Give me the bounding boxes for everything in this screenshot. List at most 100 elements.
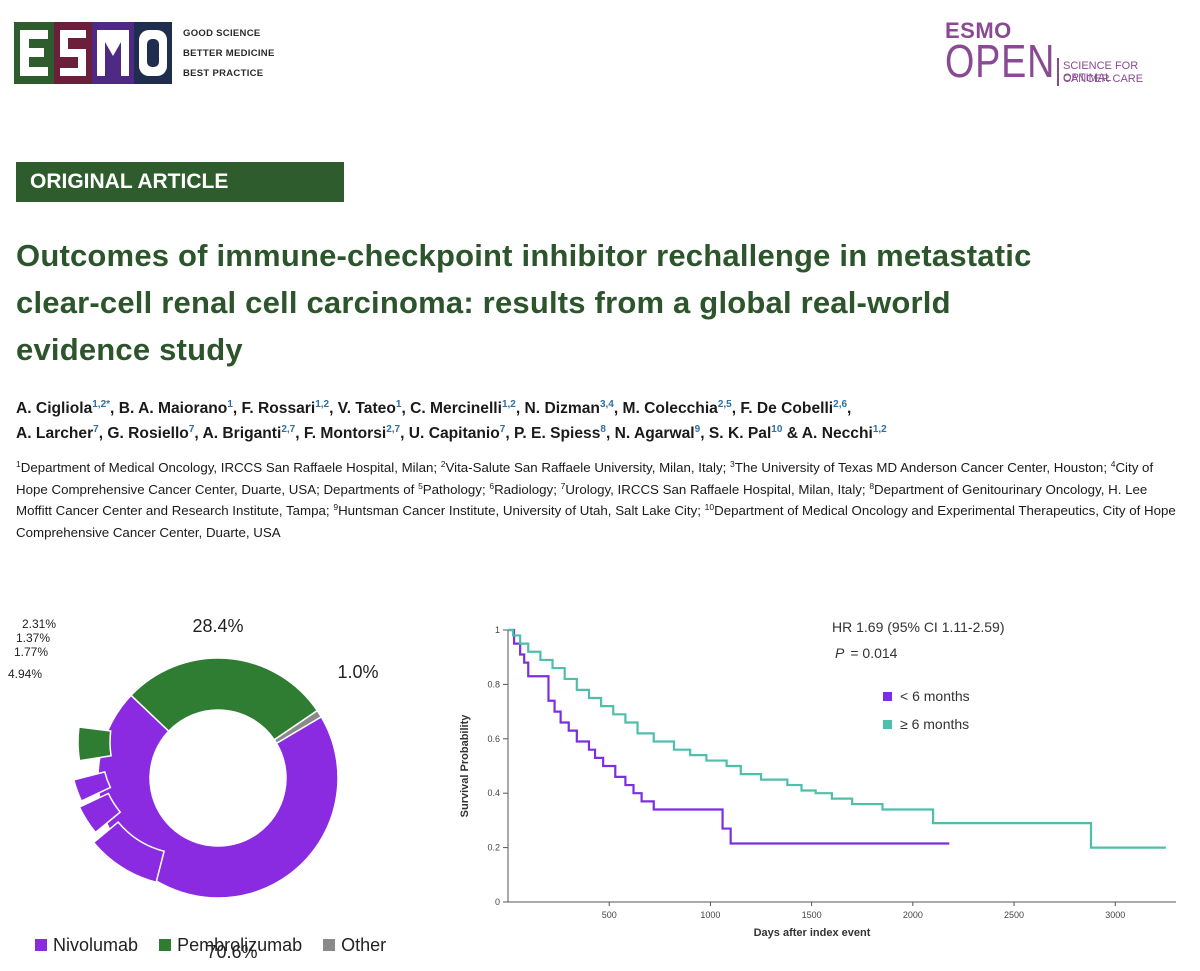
- affiliation-number: 2: [440, 459, 446, 469]
- title-line-3: evidence study: [16, 332, 243, 367]
- author-affiliation-ref: 1: [227, 399, 233, 410]
- affiliation-text: Huntsman Cancer Institute, University of…: [338, 503, 705, 518]
- affiliation-text: Department of Genitourinary Oncology, H.…: [16, 481, 1148, 519]
- x-tick-label: 500: [602, 910, 617, 920]
- exploded-slice: [78, 792, 122, 834]
- exploded-slice: [72, 770, 112, 803]
- author-affiliation-ref: 2,7: [386, 424, 401, 435]
- exploded-slice-label: 1.37%: [16, 631, 50, 645]
- affiliation-list: 1Department of Medical Oncology, IRCCS S…: [16, 457, 1186, 543]
- km-legend-swatch: [883, 692, 892, 701]
- author-affiliation-ref: 1,2*: [92, 399, 111, 410]
- y-tick-label: 0.4: [487, 788, 500, 798]
- legend-other: Other: [341, 935, 387, 955]
- x-tick-label: 2500: [1004, 910, 1024, 920]
- affiliation-text: Department of Medical Oncology and Exper…: [16, 503, 1176, 540]
- journal-logo-main: OPEN: [945, 35, 1056, 87]
- author-name: F. Rossari: [241, 400, 316, 417]
- km-legend-swatch: [883, 720, 892, 729]
- y-tick-label: 0: [495, 897, 500, 907]
- exploded-slice-label: 4.94%: [8, 667, 42, 681]
- legend-swatch-pembrolizumab: [159, 939, 172, 951]
- author-name: P. E. Spiess: [513, 425, 601, 442]
- affiliation-number: 5: [418, 480, 423, 491]
- donut-slice-pembrolizumab: [129, 657, 319, 741]
- author-name: A. Necchi: [801, 425, 873, 442]
- affiliation-number: 9: [333, 502, 339, 512]
- y-tick-label: 0.6: [487, 734, 500, 744]
- author-list: A. Cigliola1,2*, B. A. Maiorano1, F. Ros…: [16, 399, 887, 443]
- author-affiliation-ref: 2,7: [281, 424, 296, 435]
- donut-slice-label: 28.4%: [192, 616, 243, 636]
- donut-legend: Nivolumab Pembrolizumab Other: [35, 935, 386, 956]
- exploded-slice: [92, 821, 166, 884]
- author-name: A. Cigliola: [16, 400, 93, 417]
- affiliation-number: 3: [730, 459, 735, 469]
- affiliation-text: Urology, IRCCS San Raffaele Hospital, Mi…: [565, 481, 870, 497]
- donut-slice-label: 70.6%: [206, 942, 257, 962]
- esmo-logo: [14, 22, 172, 84]
- author-affiliation-ref: 9: [694, 424, 701, 435]
- author-affiliation-ref: 1,2: [315, 399, 330, 410]
- km-legend-label: < 6 months: [900, 688, 970, 704]
- p-value-symbol: P: [835, 645, 845, 661]
- author-affiliation-ref: 1: [395, 399, 402, 410]
- tagline-line-2: BETTER MEDICINE: [183, 48, 275, 59]
- legend-swatch-other: [323, 939, 336, 951]
- author-affiliation-ref: 7: [93, 424, 99, 435]
- article-title: Outcomes of immune-checkpoint inhibitor …: [16, 232, 1176, 373]
- title-line-2: clear-cell renal cell carcinoma: results…: [16, 285, 951, 320]
- x-tick-label: 1500: [802, 910, 822, 920]
- author-name: U. Capitanio: [408, 425, 500, 442]
- legend-nivolumab: Nivolumab: [53, 935, 139, 955]
- journal-tagline-2: CANCER CARE: [1063, 73, 1144, 85]
- author-affiliation-ref: 8: [600, 424, 606, 435]
- y-tick-label: 0.2: [487, 843, 500, 853]
- title-line-1: Outcomes of immune-checkpoint inhibitor …: [16, 238, 1032, 273]
- exploded-slice-label: 1.77%: [14, 645, 48, 659]
- author-name: A. Briganti: [202, 425, 282, 442]
- author-affiliation-ref: 2,5: [717, 399, 732, 410]
- x-tick-label: 1000: [700, 910, 720, 920]
- x-tick-label: 2000: [903, 910, 923, 920]
- km-line-ge6: [508, 628, 1166, 849]
- donut-chart: 1.0% 70.6% 28.4% 4.94% 1.77%1.37%2.31%: [8, 616, 379, 962]
- exploded-slice-label: 2.31%: [22, 617, 56, 631]
- y-axis-label: Survival Probability: [459, 714, 471, 818]
- author-name: S. K. Pal: [708, 425, 772, 442]
- affiliation-number: 1: [16, 459, 21, 469]
- affiliation-number: 7: [560, 480, 566, 491]
- affiliation-text: The University of Texas MD Anderson Canc…: [734, 460, 1111, 475]
- author-name: N. Agarwal: [614, 425, 695, 442]
- legend-pembrolizumab: Pembrolizumab: [177, 935, 303, 955]
- author-affiliation-ref: 1,2: [872, 424, 887, 435]
- author-name: C. Mercinelli: [410, 400, 502, 417]
- tagline-line-1: GOOD SCIENCE: [183, 28, 261, 39]
- author-name: F. Montorsi: [303, 425, 387, 442]
- author-name: B. A. Maiorano: [118, 400, 228, 417]
- affiliation-text: Department of Medical Oncology, IRCCS Sa…: [20, 460, 441, 475]
- legend-swatch-nivolumab: [35, 939, 47, 951]
- hazard-ratio-annotation: HR 1.69 (95% CI 1.11-2.59): [832, 619, 1005, 635]
- author-affiliation-ref: 7: [499, 424, 506, 435]
- affiliation-text: City of Hope Comprehensive Cancer Center…: [16, 460, 1154, 497]
- x-tick-label: 3000: [1105, 910, 1125, 920]
- km-legend-label: ≥ 6 months: [900, 716, 969, 732]
- affiliation-text: Pathology;: [422, 481, 490, 497]
- author-affiliation-ref: 10: [771, 424, 783, 435]
- p-value-number: = 0.014: [850, 645, 897, 661]
- author-affiliation-ref: 1,2: [501, 399, 516, 410]
- affiliation-number: 10: [704, 502, 715, 512]
- affiliation-text: Radiology;: [494, 481, 561, 497]
- author-name: N. Dizman: [524, 400, 600, 417]
- p-value-annotation: P = 0.014: [835, 645, 898, 661]
- author-affiliation-ref: 2,6: [833, 399, 848, 410]
- y-tick-label: 0.8: [487, 679, 500, 689]
- affiliation-text: Vita-Salute San Raffaele University, Mil…: [445, 460, 731, 475]
- author-name: G. Rosiello: [107, 425, 189, 442]
- journal-tagline-1: SCIENCE FOR OPTIMAL: [1063, 60, 1139, 84]
- affiliation-number: 8: [869, 480, 875, 491]
- tagline-line-3: BEST PRACTICE: [183, 68, 264, 79]
- author-affiliation-ref: 7: [188, 424, 195, 435]
